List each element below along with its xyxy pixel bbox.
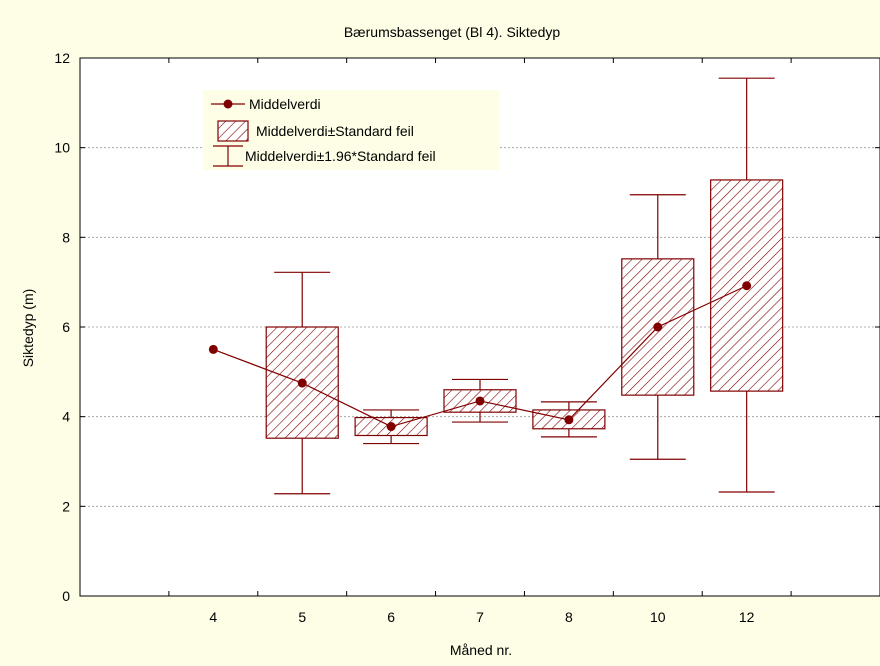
x-axis-label: Måned nr. [450,642,512,658]
x-tick-label: 4 [209,609,217,625]
y-tick-label: 10 [54,140,70,156]
y-tick-label: 4 [62,409,70,425]
mean-point [209,345,218,354]
y-tick-label: 8 [62,229,70,245]
mean-point [742,281,751,290]
y-tick-label: 0 [62,588,70,604]
y-tick-label: 12 [54,50,70,66]
x-tick-label: 10 [650,609,666,625]
x-tick-label: 6 [387,609,395,625]
legend-se-box [218,121,248,141]
legend-label-mean: Middelverdi [249,96,321,112]
x-tick-label: 8 [565,609,573,625]
x-tick-label: 5 [298,609,306,625]
mean-point [387,422,396,431]
chart-title: Bærumsbassenget (Bl 4). Siktedyp [344,24,561,40]
x-tick-label: 12 [739,609,755,625]
y-tick-label: 2 [62,498,70,514]
x-tick-label: 7 [476,609,484,625]
legend: Middelverdi Middelverdi±Standard feil Mi… [203,90,499,170]
y-axis-label: Siktedyp (m) [20,289,36,368]
y-tick-label: 6 [62,319,70,335]
legend-label-ci: Middelverdi±1.96*Standard feil [245,148,436,164]
mean-point [564,415,573,424]
mean-point [476,396,485,405]
mean-point [298,379,307,388]
legend-label-se: Middelverdi±Standard feil [256,123,414,139]
mean-point [653,323,662,332]
legend-mean-marker [224,100,233,109]
